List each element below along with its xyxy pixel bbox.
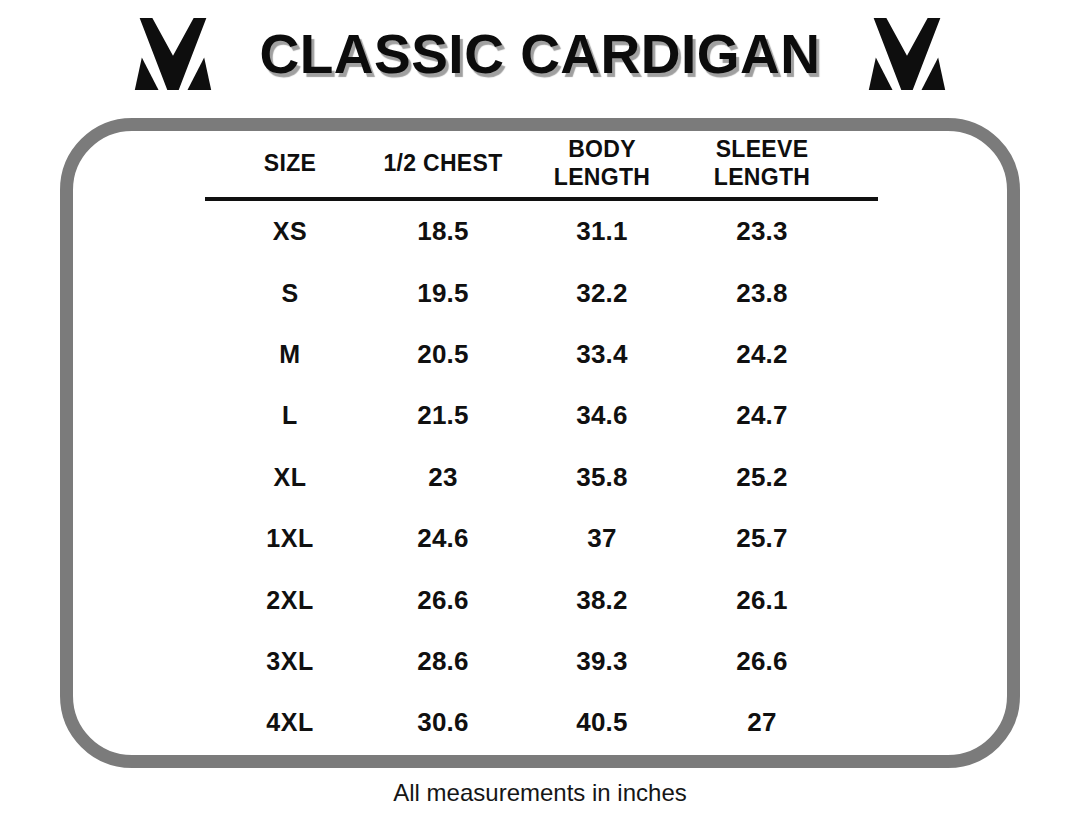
half-chest-value: 30.6: [375, 707, 511, 738]
table-row: 1XL 24.6 37 25.7: [205, 508, 878, 569]
body-length-value: 39.3: [511, 646, 693, 677]
half-chest-value: 24.6: [375, 523, 511, 554]
brand-logo-right: [863, 18, 951, 90]
table-row: 3XL 28.6 39.3 26.6: [205, 631, 878, 692]
body-length-value: 38.2: [511, 585, 693, 616]
size-label: 3XL: [205, 647, 375, 676]
size-label: M: [205, 340, 375, 369]
table-row: S 19.5 32.2 23.8: [205, 262, 878, 323]
page-title: CLASSIC CARDIGAN: [259, 22, 820, 86]
column-header-size: SIZE: [205, 150, 375, 178]
measurements-footnote: All measurements in inches: [0, 779, 1080, 807]
size-label: XS: [205, 217, 375, 246]
size-label: 4XL: [205, 708, 375, 737]
table-row: L 21.5 34.6 24.7: [205, 385, 878, 446]
table-header-row: SIZE 1/2 CHEST BODY LENGTH SLEEVE LENGTH: [205, 131, 878, 197]
body-length-value: 32.2: [511, 278, 693, 309]
size-label: 2XL: [205, 586, 375, 615]
size-table: SIZE 1/2 CHEST BODY LENGTH SLEEVE LENGTH…: [205, 131, 878, 754]
half-chest-value: 23: [375, 462, 511, 493]
brand-logo-left: [129, 18, 217, 90]
sleeve-length-value: 23.8: [693, 278, 831, 309]
body-length-value: 37: [511, 523, 693, 554]
sleeve-length-value: 25.7: [693, 523, 831, 554]
body-length-value: 34.6: [511, 400, 693, 431]
half-chest-value: 28.6: [375, 646, 511, 677]
sleeve-length-value: 23.3: [693, 216, 831, 247]
table-row: XS 18.5 31.1 23.3: [205, 201, 878, 262]
sleeve-length-value: 24.7: [693, 400, 831, 431]
column-header-body-length: BODY LENGTH: [511, 136, 693, 191]
table-row: 2XL 26.6 38.2 26.1: [205, 569, 878, 630]
table-row: 4XL 30.6 40.5 27: [205, 692, 878, 753]
sleeve-length-value: 24.2: [693, 339, 831, 370]
half-chest-value: 26.6: [375, 585, 511, 616]
size-label: L: [205, 401, 375, 430]
m-logo-icon: [129, 18, 217, 90]
sleeve-length-value: 26.6: [693, 646, 831, 677]
half-chest-value: 18.5: [375, 216, 511, 247]
half-chest-value: 20.5: [375, 339, 511, 370]
sleeve-length-value: 27: [693, 707, 831, 738]
size-chart-panel: SIZE 1/2 CHEST BODY LENGTH SLEEVE LENGTH…: [60, 118, 1020, 768]
column-header-half-chest: 1/2 CHEST: [375, 150, 511, 178]
header: CLASSIC CARDIGAN: [0, 14, 1080, 94]
body-length-value: 31.1: [511, 216, 693, 247]
half-chest-value: 21.5: [375, 400, 511, 431]
body-length-value: 40.5: [511, 707, 693, 738]
column-header-sleeve-length: SLEEVE LENGTH: [693, 136, 831, 191]
body-length-value: 33.4: [511, 339, 693, 370]
table-row: M 20.5 33.4 24.2: [205, 324, 878, 385]
sleeve-length-value: 25.2: [693, 462, 831, 493]
body-length-value: 35.8: [511, 462, 693, 493]
half-chest-value: 19.5: [375, 278, 511, 309]
table-row: XL 23 35.8 25.2: [205, 447, 878, 508]
m-logo-icon: [863, 18, 951, 90]
size-label: 1XL: [205, 524, 375, 553]
size-chart-page: CLASSIC CARDIGAN SIZE 1/2 CHEST BODY LEN…: [0, 0, 1080, 834]
sleeve-length-value: 26.1: [693, 585, 831, 616]
size-label: S: [205, 279, 375, 308]
size-label: XL: [205, 463, 375, 492]
